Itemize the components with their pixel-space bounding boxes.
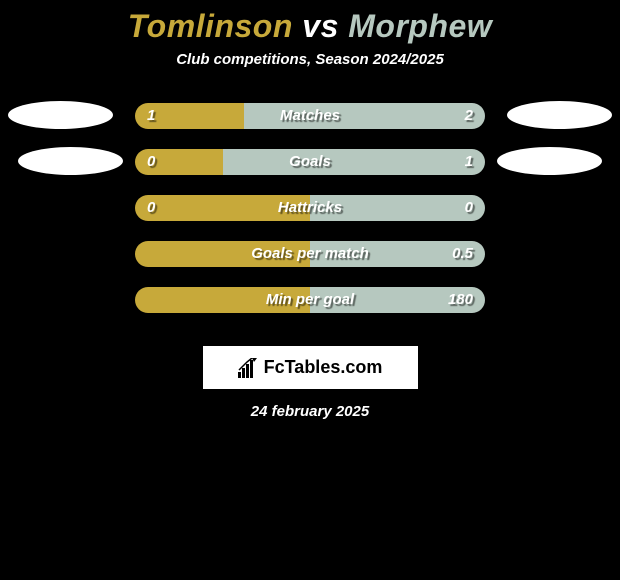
stat-label: Goals xyxy=(135,149,485,175)
stat-row: 0 Goals 1 xyxy=(0,142,620,188)
stat-value-right: 1 xyxy=(465,149,473,175)
stat-row: 1 Matches 2 xyxy=(0,96,620,142)
infographic-page: Tomlinson vs Morphew Club competitions, … xyxy=(0,0,620,580)
subtitle: Club competitions, Season 2024/2025 xyxy=(0,51,620,68)
page-title: Tomlinson vs Morphew xyxy=(0,0,620,45)
brand-box: FcTables.com xyxy=(203,346,418,389)
stat-label: Goals per match xyxy=(135,241,485,267)
stat-value-right: 2 xyxy=(465,103,473,129)
stat-value-right: 0 xyxy=(465,195,473,221)
stat-row: Min per goal 180 xyxy=(0,280,620,326)
stat-label: Hattricks xyxy=(135,195,485,221)
stat-value-right: 0.5 xyxy=(452,241,473,267)
stat-label: Min per goal xyxy=(135,287,485,313)
date-text: 24 february 2025 xyxy=(0,403,620,420)
comparison-chart: 1 Matches 2 0 Goals 1 0 Hattricks 0 xyxy=(0,96,620,326)
stat-value-right: 180 xyxy=(448,287,473,313)
fctables-logo-icon xyxy=(238,358,260,378)
title-player-b: Morphew xyxy=(348,8,492,44)
stat-row: 0 Hattricks 0 xyxy=(0,188,620,234)
title-player-a: Tomlinson xyxy=(128,8,293,44)
stat-row: Goals per match 0.5 xyxy=(0,234,620,280)
brand-text: FcTables.com xyxy=(264,357,383,378)
title-vs: vs xyxy=(293,8,348,44)
stat-label: Matches xyxy=(135,103,485,129)
